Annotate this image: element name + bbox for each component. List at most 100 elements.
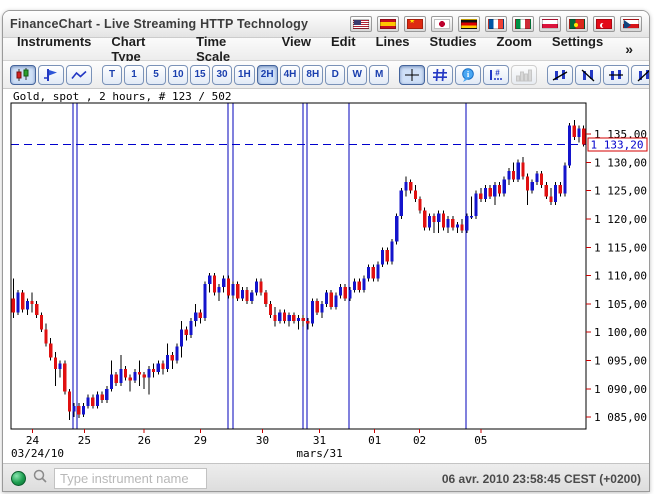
svg-text:1 130,00: 1 130,00 [594,156,647,169]
svg-text:1 133,20: 1 133,20 [591,138,644,151]
flag-france-icon [488,19,504,29]
timeframe-5-button[interactable]: 5 [146,64,166,85]
flag-czech-icon [623,19,639,29]
chart-region: Gold, spot , 2 hours, # 123 / 502 1 135,… [3,89,649,463]
vertical-trend-line-button[interactable] [631,64,649,85]
grid-button[interactable] [427,64,454,85]
timeframe-30-button[interactable]: 30 [212,64,232,85]
flag-portugal-icon [569,19,585,29]
flag-spain-icon [380,19,396,29]
view-tools-group: i # [398,64,538,85]
svg-text:02: 02 [413,434,426,447]
app-window: FinanceChart - Live Streaming HTTP Techn… [2,10,650,492]
flag-usa-button[interactable] [350,16,372,32]
menu-bar: Instruments Chart Type Time Scale View Edit L… [3,34,649,64]
svg-text:29: 29 [194,434,207,447]
flag-germany-icon [461,19,477,29]
svg-text:1 095,00: 1 095,00 [594,355,647,368]
volume-button[interactable] [511,64,538,85]
trend-line-down-button[interactable] [575,64,602,85]
flag-japan-button[interactable] [431,16,453,32]
menu-item-chart-type[interactable]: Chart Type [111,34,146,64]
search-icon [32,468,48,489]
timeframe-1h-button[interactable]: 1H [234,64,255,85]
flag-italy-button[interactable] [512,16,534,32]
timeframe-4h-button[interactable]: 4H [279,64,301,85]
timeframe-10-button[interactable]: 10 [168,64,188,85]
flag-china-button[interactable] [404,16,426,32]
svg-text:1 105,00: 1 105,00 [594,298,647,311]
menu-item-time-scale[interactable]: Time Scale [196,34,231,64]
svg-text:1 125,00: 1 125,00 [594,185,647,198]
svg-text:mars/31: mars/31 [296,447,342,460]
chart-type-group [9,64,93,85]
timeframe-2h-button[interactable]: 2H [256,64,278,85]
crosshair-button[interactable] [399,64,426,85]
connection-status-icon [11,471,26,486]
svg-text:05: 05 [474,434,487,447]
menu-item-edit[interactable]: Edit [331,34,356,49]
svg-text:25: 25 [78,434,91,447]
flag-italy-icon [515,19,531,29]
instrument-label: Gold, spot , 2 hours, # 123 / 502 [13,90,232,103]
info-bubble-button[interactable]: i [455,64,482,85]
svg-text:1 090,00: 1 090,00 [594,383,647,396]
flag-china-icon [407,19,423,29]
flag-japan-icon [434,19,450,29]
ohlc-chart-button[interactable] [38,64,64,85]
timeframe-15-button[interactable]: 15 [190,64,210,85]
svg-text:01: 01 [368,434,381,447]
timeframe-w-button[interactable]: W [347,64,368,85]
flag-poland-icon [542,19,558,29]
menu-item-zoom[interactable]: Zoom [496,34,532,49]
menu-item-settings[interactable]: Settings [551,34,604,49]
timeframe-t-button[interactable]: T [102,64,122,85]
values-button[interactable]: # [483,64,510,85]
line-chart-button[interactable] [66,64,92,85]
flag-germany-button[interactable] [458,16,480,32]
title-bar: FinanceChart - Live Streaming HTTP Techn… [3,11,649,38]
window-title: FinanceChart - Live Streaming HTTP Techn… [10,17,309,31]
svg-text:26: 26 [138,434,151,447]
svg-text:1 085,00: 1 085,00 [594,411,647,424]
status-bar: 06 avr. 2010 23:58:45 CEST (+0200) [3,463,649,491]
svg-text:31: 31 [313,434,326,447]
line-tools-group [546,64,649,85]
menu-overflow-chevron[interactable]: » [625,41,633,57]
flag-portugal-button[interactable] [566,16,588,32]
timeframe-8h-button[interactable]: 8H [302,64,324,85]
timeframe-1-button[interactable]: 1 [124,64,144,85]
svg-text:24: 24 [26,434,40,447]
svg-text:03/24/10: 03/24/10 [11,447,64,460]
svg-text:i: i [467,69,470,79]
svg-text:30: 30 [256,434,269,447]
flag-usa-icon [353,19,369,29]
svg-text:1 115,00: 1 115,00 [594,241,647,254]
flag-czech-button[interactable] [620,16,642,32]
clock-timestamp: 06 avr. 2010 23:58:45 CEST (+0200) [441,471,641,486]
timeframe-d-button[interactable]: D [325,64,346,85]
price-chart[interactable]: 1 135,001 130,001 125,001 120,001 115,00… [3,89,649,463]
trend-line-up-button[interactable] [547,64,574,85]
instrument-search-input[interactable] [54,468,207,489]
flag-turkey-icon [596,19,612,29]
flag-france-button[interactable] [485,16,507,32]
flag-turkey-button[interactable] [593,16,615,32]
flag-spain-button[interactable] [377,16,399,32]
menu-items: Instruments Chart Type Time Scale View Edit L… [7,34,613,64]
flag-poland-button[interactable] [539,16,561,32]
language-flags [350,16,642,32]
candlestick-chart-button[interactable] [10,64,36,85]
timeframe-group: T 1 5 10 15 30 1H 2H 4H 8H D W M [101,64,390,85]
svg-text:#: # [495,68,500,77]
menu-item-instruments[interactable]: Instruments [17,34,92,49]
horizontal-line-button[interactable] [603,64,630,85]
timeframe-m-button[interactable]: M [369,64,390,85]
svg-text:1 110,00: 1 110,00 [594,270,647,283]
menu-item-studies[interactable]: Studies [429,34,477,49]
svg-text:1 100,00: 1 100,00 [594,326,647,339]
menu-item-view[interactable]: View [281,34,312,49]
menu-item-lines[interactable]: Lines [375,34,410,49]
svg-text:1 120,00: 1 120,00 [594,213,647,226]
